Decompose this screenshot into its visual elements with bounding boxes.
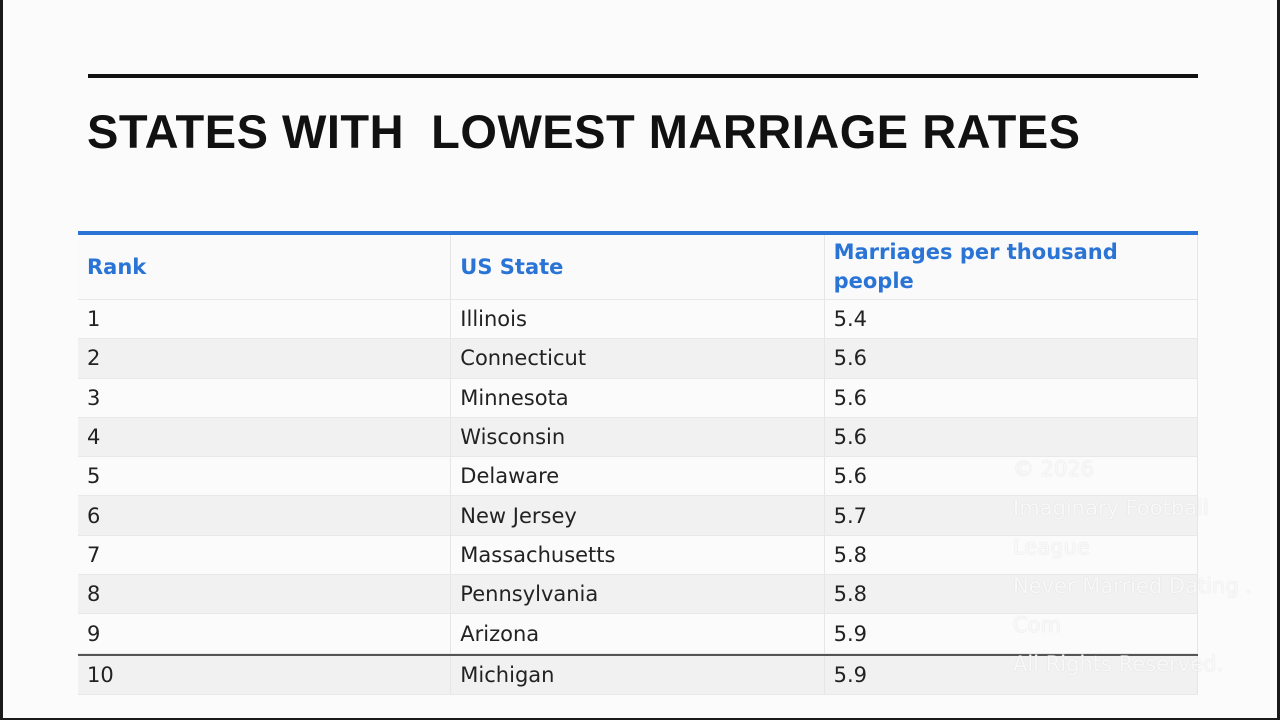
table-cell: 5 bbox=[78, 457, 452, 496]
table-cell: 6 bbox=[78, 496, 452, 535]
watermark: © 2026 Imaginary Football League Never Mar… bbox=[1013, 450, 1277, 684]
table-cell: 5.7 bbox=[825, 496, 1198, 535]
table-cell: 5.8 bbox=[825, 535, 1198, 575]
table-row: 3 Minnesota 5.6 bbox=[78, 378, 1198, 418]
watermark-line: © 2026 bbox=[1013, 457, 1095, 481]
table-cell: 8 bbox=[78, 575, 452, 614]
table-row: 9 Arizona 5.9 bbox=[78, 614, 1198, 654]
table-row: 4 Wisconsin 5.6 bbox=[78, 417, 1198, 458]
table-row: 10 Michigan 5.9 bbox=[78, 653, 1198, 695]
table-cell: Connecticut bbox=[451, 339, 825, 378]
table-cell: Illinois bbox=[451, 300, 825, 339]
table-cell: 5.6 bbox=[825, 417, 1198, 457]
table-cell: Michigan bbox=[451, 655, 825, 694]
table-cell: Massachusetts bbox=[451, 535, 825, 575]
table-cell: 2 bbox=[78, 339, 452, 378]
title: STATES WITH LOWEST MARRIAGE RATES bbox=[87, 105, 1081, 158]
table-cell: New Jersey bbox=[451, 496, 825, 535]
table-cell: 10 bbox=[78, 655, 452, 694]
table-cell: 5.9 bbox=[825, 614, 1198, 653]
table-cell: 4 bbox=[78, 417, 452, 457]
table-row: 2 Connecticut 5.6 bbox=[78, 339, 1198, 379]
table-row: 6 New Jersey 5.7 bbox=[78, 496, 1198, 536]
table-row: 5 Delaware 5.6 bbox=[78, 457, 1198, 497]
table-cell: Pennsylvania bbox=[451, 575, 825, 614]
table-cell: 3 bbox=[78, 378, 452, 417]
table: Rank US State Marriages per thousand peopl… bbox=[78, 231, 1198, 695]
table-cell: 5.8 bbox=[825, 575, 1198, 614]
title-rule bbox=[88, 74, 1198, 78]
table-cell: Wisconsin bbox=[451, 417, 825, 457]
table-cell: 5.6 bbox=[825, 378, 1198, 417]
column-header: US State bbox=[451, 235, 825, 299]
table-cell: Minnesota bbox=[451, 378, 825, 417]
table-cell: 5.4 bbox=[825, 300, 1198, 339]
table-cell: 1 bbox=[78, 300, 452, 339]
table-row: 7 Massachusetts 5.8 bbox=[78, 535, 1198, 576]
table-cell: 9 bbox=[78, 614, 452, 653]
table-cell: 5.6 bbox=[825, 457, 1198, 496]
table-cell: 5.6 bbox=[825, 339, 1198, 378]
table-cell: 7 bbox=[78, 535, 452, 575]
column-header: Marriages per thousand people bbox=[825, 235, 1198, 299]
table-row: 8 Pennsylvania 5.8 bbox=[78, 575, 1198, 615]
watermark-line: All Rights Reserved. bbox=[1013, 652, 1224, 676]
table-row: 1 Illinois 5.4 bbox=[78, 300, 1198, 340]
column-header: Rank bbox=[78, 235, 452, 299]
table-cell: Arizona bbox=[451, 614, 825, 653]
watermark-line: Never Married Dating . Com bbox=[1013, 574, 1253, 637]
table-cell: 5.9 bbox=[825, 655, 1198, 694]
header-row: Rank US State Marriages per thousand peopl… bbox=[78, 235, 1198, 300]
slide: STATES WITH LOWEST MARRIAGE RATES Rank US… bbox=[3, 0, 1277, 718]
table-cell: Delaware bbox=[451, 457, 825, 496]
watermark-line: Imaginary Football League bbox=[1013, 496, 1209, 559]
